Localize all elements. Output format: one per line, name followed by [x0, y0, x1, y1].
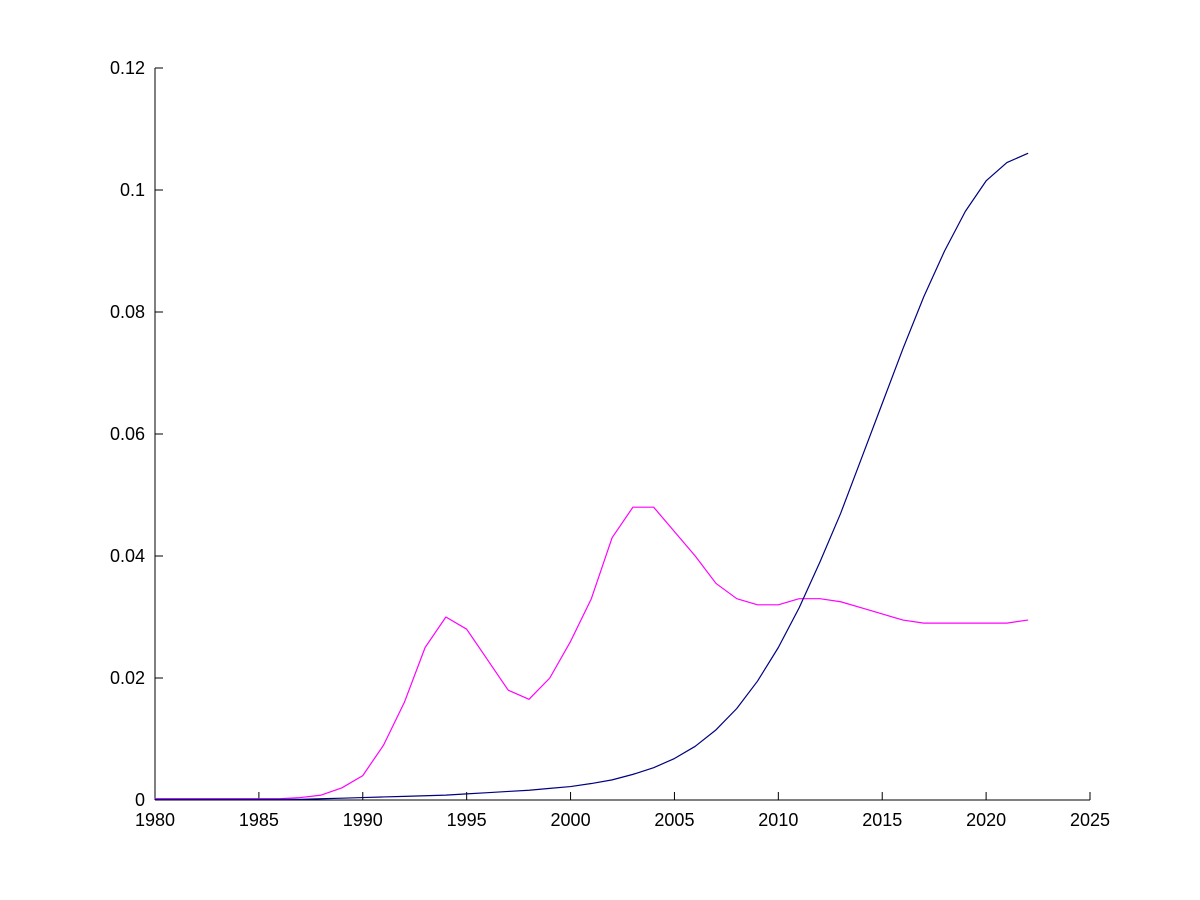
x-tick-label: 1995: [447, 810, 487, 830]
x-tick-label: 2010: [758, 810, 798, 830]
navy-series: [154, 152, 1029, 800]
x-tick-label: 2000: [551, 810, 591, 830]
x-tick-label: 2020: [966, 810, 1006, 830]
x-tick-label: 1985: [239, 810, 279, 830]
y-tick-label: 0.1: [120, 180, 145, 200]
y-tick-label: 0.08: [110, 302, 145, 322]
y-tick-label: 0: [135, 790, 145, 810]
y-tick-label: 0.02: [110, 668, 145, 688]
x-tick-label: 1980: [135, 810, 175, 830]
x-tick-label: 2015: [862, 810, 902, 830]
y-tick-label: 0.06: [110, 424, 145, 444]
x-tick-label: 2005: [654, 810, 694, 830]
y-tick-label: 0.04: [110, 546, 145, 566]
x-tick-label: 2025: [1070, 810, 1110, 830]
y-tick-label: 0.12: [110, 58, 145, 78]
magenta-series: [154, 506, 1029, 800]
x-tick-label: 1990: [343, 810, 383, 830]
